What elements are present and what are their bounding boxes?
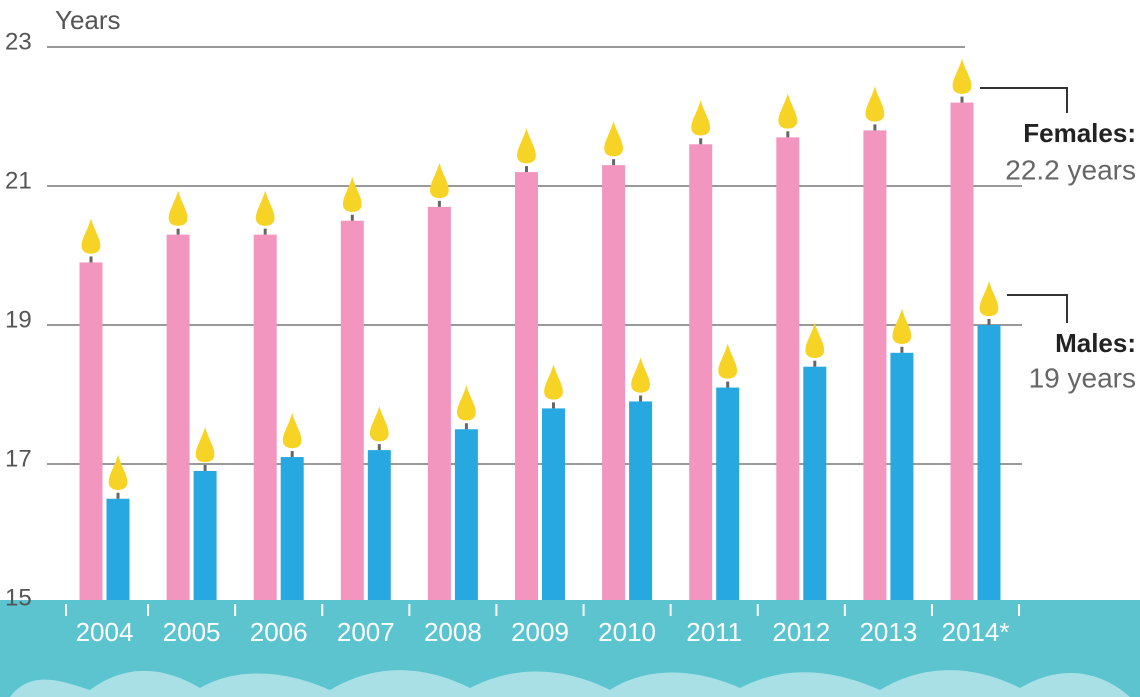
y-tick-label: 19: [5, 306, 32, 333]
bar: [280, 457, 304, 600]
bar: [427, 206, 451, 600]
flame: [342, 176, 362, 212]
connector: [980, 87, 1068, 113]
flame: [778, 93, 798, 129]
bar: [367, 450, 391, 600]
bar: [166, 234, 190, 600]
bar: [106, 498, 130, 600]
flame: [865, 86, 885, 122]
flame: [517, 128, 536, 164]
flame: [108, 454, 128, 490]
y-tick-label: 15: [5, 584, 32, 611]
x-tick-label: 2011: [686, 617, 742, 647]
bar: [193, 470, 217, 600]
x-tick-label: 2004: [76, 617, 134, 647]
legend-label: Males:: [1055, 328, 1136, 358]
cake-base: [0, 600, 1140, 697]
bar: [602, 165, 626, 600]
x-tick-label: 2012: [772, 617, 830, 647]
flame: [952, 58, 972, 94]
legend-label: Females:: [1023, 118, 1136, 148]
flame: [544, 364, 563, 400]
connector: [1007, 294, 1068, 323]
bar: [863, 130, 887, 600]
flame: [195, 426, 215, 463]
flame: [282, 413, 302, 449]
x-tick-label: 2010: [598, 617, 656, 647]
flame: [430, 162, 449, 199]
cake-icing: [10, 670, 1130, 697]
flame: [805, 322, 825, 358]
flame: [168, 190, 188, 226]
bar: [79, 262, 103, 600]
flame: [691, 100, 711, 136]
bar: [950, 102, 974, 600]
flame: [81, 218, 101, 254]
bar: [803, 366, 827, 600]
x-tick-label: 2014*: [942, 617, 1010, 647]
flame: [457, 385, 476, 421]
annotation: 22.2 years: [1005, 154, 1136, 185]
x-tick-label: 2009: [511, 617, 569, 647]
y-tick-label: 21: [5, 167, 32, 194]
flame: [979, 281, 999, 317]
flame: [369, 406, 389, 442]
y-tick-label: 23: [5, 28, 32, 55]
bar: [515, 172, 538, 600]
bar: [629, 401, 653, 600]
flame: [631, 357, 650, 393]
bar: [776, 137, 800, 600]
annotation: 19 years: [1029, 362, 1136, 393]
bar: [977, 325, 1001, 600]
flame: [718, 343, 738, 379]
y-axis-label: Years: [55, 5, 121, 35]
bar: [340, 220, 364, 600]
bar: [454, 429, 478, 600]
x-tick-label: 2008: [424, 617, 482, 647]
bar: [890, 352, 914, 600]
x-tick-label: 2005: [163, 617, 221, 647]
flame: [892, 308, 912, 345]
x-tick-label: 2006: [250, 617, 308, 647]
flame: [255, 190, 275, 226]
x-tick-label: 2007: [337, 617, 395, 647]
bar: [689, 144, 713, 601]
flame: [604, 121, 623, 157]
bar: [542, 408, 565, 600]
x-tick-label: 2013: [859, 617, 917, 647]
bar: [716, 387, 740, 600]
y-tick-label: 17: [5, 445, 32, 472]
bar: [253, 234, 277, 600]
